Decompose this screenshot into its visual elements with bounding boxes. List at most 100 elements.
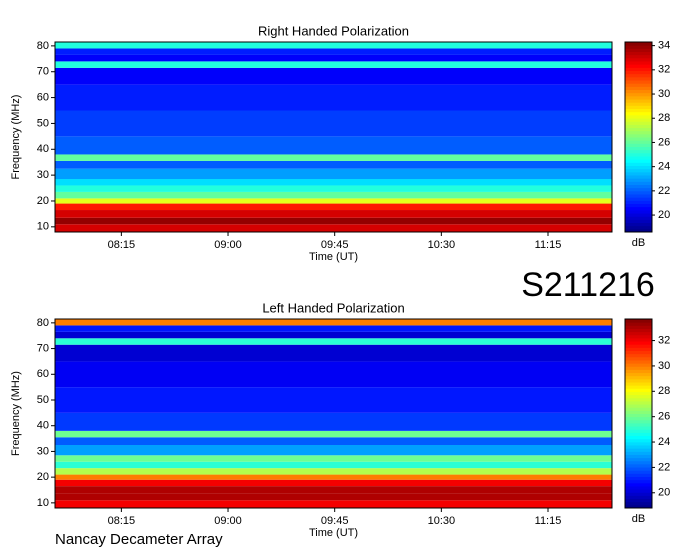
colorbar-segment: [625, 162, 652, 166]
colorbar-segment: [625, 73, 652, 78]
colorbar-segment: [625, 322, 652, 326]
spectrum-band: [55, 455, 612, 462]
colorbar-segment: [625, 325, 652, 329]
colorbar-segment: [625, 400, 652, 405]
y-tick-label: 60: [37, 91, 49, 103]
colorbar-segment: [625, 152, 652, 157]
spectrum-band: [55, 331, 612, 339]
colorbar-segment: [625, 111, 652, 116]
colorbar-segment: [625, 48, 652, 52]
spectrum-band: [55, 430, 612, 438]
x-axis-label: Time (UT): [309, 527, 358, 539]
colorbar-segment: [625, 467, 652, 471]
spectrum-band: [55, 185, 612, 192]
colorbar-segment: [625, 165, 652, 170]
colorbar-segment: [625, 470, 652, 474]
colorbar-segment: [625, 429, 652, 433]
colorbar-segment: [625, 184, 652, 189]
colorbar-segment: [625, 407, 652, 411]
colorbar-segment: [625, 83, 652, 87]
y-tick-label: 20: [37, 195, 49, 207]
spectrum-band: [55, 461, 612, 469]
colorbar-segment: [625, 92, 652, 97]
spectrum-band: [55, 48, 612, 55]
colorbar-segment: [625, 347, 652, 351]
colorbar-segment: [625, 319, 652, 323]
colorbar-segment: [625, 175, 652, 179]
colorbar-segment: [625, 64, 652, 68]
colorbar-tick-label: 34: [658, 40, 670, 52]
colorbar-segment: [625, 222, 652, 227]
colorbar-segment: [625, 337, 652, 342]
colorbar-segment: [625, 331, 652, 336]
colorbar-segment: [625, 190, 652, 195]
colorbar-segment: [625, 51, 652, 56]
spectrum-band: [55, 179, 612, 186]
colorbar-segment: [625, 127, 652, 132]
colorbar-segment: [625, 375, 652, 380]
colorbar-segment: [625, 445, 652, 449]
colorbar-segment: [625, 225, 652, 230]
spectrum-band: [55, 160, 612, 169]
x-tick-label: 08:15: [108, 515, 136, 527]
colorbar-segment: [625, 200, 652, 204]
colorbar-segment: [625, 391, 652, 396]
colorbar-segment: [625, 441, 652, 446]
colorbar-segment: [625, 504, 652, 509]
colorbar-tick-label: 22: [658, 461, 670, 473]
colorbar-segment: [625, 422, 652, 427]
y-tick-label: 40: [37, 420, 49, 432]
x-tick-label: 10:30: [428, 239, 456, 251]
colorbar-segment: [625, 171, 652, 176]
spectrum-band: [55, 61, 612, 68]
colorbar-segment: [625, 219, 652, 223]
colorbar-segment: [625, 54, 652, 59]
colorbar-segment: [625, 114, 652, 119]
x-tick-label: 09:45: [321, 239, 349, 251]
spectrum-band: [55, 84, 612, 111]
colorbar-segment: [625, 385, 652, 389]
colorbar-segment: [625, 228, 652, 233]
colorbar-segment: [625, 410, 652, 414]
spectrum-band: [55, 325, 612, 332]
colorbar-segment: [625, 124, 652, 128]
colorbar-segment: [625, 334, 652, 339]
x-axis-label: Time (UT): [309, 251, 358, 263]
colorbar-tick-label: 24: [658, 436, 670, 448]
colorbar-segment: [625, 479, 652, 484]
spectrum-band: [55, 474, 612, 480]
colorbar-segment: [625, 328, 652, 333]
y-tick-label: 10: [37, 221, 49, 233]
colorbar-segment: [625, 61, 652, 65]
colorbar-segment: [625, 149, 652, 154]
colorbar-segment: [625, 388, 652, 392]
y-tick-label: 70: [37, 66, 49, 78]
spectrum-band: [55, 54, 612, 62]
colorbar-segment: [625, 95, 652, 100]
y-tick-label: 20: [37, 471, 49, 483]
spectrum-band: [55, 493, 612, 501]
colorbar-segment: [625, 482, 652, 487]
x-tick-label: 11:15: [535, 239, 562, 251]
x-tick-label: 09:00: [214, 239, 242, 251]
spectrum-band: [55, 217, 612, 225]
x-tick-label: 09:45: [321, 515, 349, 527]
spectrum-band: [55, 191, 612, 199]
spectrum-band: [55, 42, 612, 49]
colorbar-frame: [624, 41, 653, 233]
colorbar-segment: [625, 495, 652, 500]
colorbar-tick-label: 26: [658, 136, 670, 148]
spectrum-band: [55, 361, 612, 388]
colorbar-segment: [625, 194, 652, 198]
y-tick-label: 30: [37, 169, 49, 181]
colorbar-segment: [625, 80, 652, 84]
colorbar-segment: [625, 99, 652, 103]
spectrum-band: [55, 210, 612, 218]
colorbar-segment: [625, 187, 652, 192]
spectrum-band: [55, 198, 612, 204]
colorbar-segment: [625, 203, 652, 208]
spectrum-band: [55, 136, 612, 155]
spectrum-band: [55, 110, 612, 137]
y-tick-label: 80: [37, 40, 49, 52]
